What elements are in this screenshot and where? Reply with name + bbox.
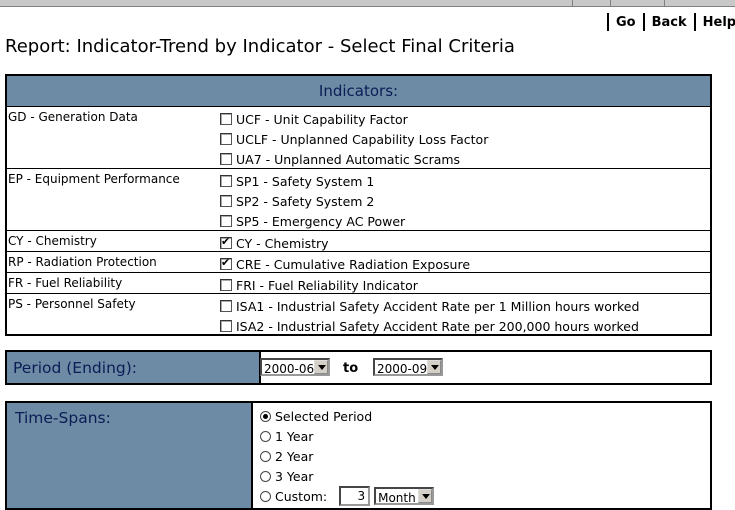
custom-unit-select[interactable]: Month <box>374 487 435 505</box>
option-label: UA7 - Unplanned Automatic Scrams <box>236 151 461 167</box>
top-bar-divider <box>664 0 665 6</box>
indicator-group-gd: GD - Generation Data UCF - Unit Capabili… <box>7 107 710 169</box>
period-to-select[interactable]: 2000-09 <box>373 358 443 376</box>
chevron-down-icon[interactable] <box>314 360 328 374</box>
checkbox[interactable] <box>220 320 232 332</box>
help-link[interactable]: Help <box>702 14 735 30</box>
radio[interactable] <box>260 490 271 502</box>
chevron-down-icon[interactable] <box>418 489 433 503</box>
option-label: CY - Chemistry <box>236 235 329 251</box>
period-label: Period (Ending): <box>7 352 261 383</box>
timespan-option-selected-period[interactable]: Selected Period <box>260 406 434 426</box>
option-label: SP2 - Safety System 2 <box>236 193 375 209</box>
indicator-option-uclf[interactable]: UCLF - Unplanned Capability Loss Factor <box>220 129 488 149</box>
indicators-table: Indicators: GD - Generation Data UCF - U… <box>5 74 712 336</box>
category-label: CY - Chemistry <box>8 234 97 248</box>
timespan-option-3-year[interactable]: 3 Year <box>260 466 434 486</box>
option-label: UCF - Unit Capability Factor <box>236 111 408 127</box>
category-label: RP - Radiation Protection <box>8 255 157 269</box>
indicator-option-isa1[interactable]: ISA1 - Industrial Safety Accident Rate p… <box>220 296 639 316</box>
nav-links: Go Back Help <box>600 13 735 33</box>
radio[interactable] <box>260 430 271 442</box>
category-label: EP - Equipment Performance <box>8 172 180 186</box>
indicator-option-sp1[interactable]: SP1 - Safety System 1 <box>220 171 405 191</box>
option-label: ISA2 - Industrial Safety Accident Rate p… <box>236 318 639 334</box>
nav-separator <box>642 13 645 31</box>
nav-separator <box>693 13 696 31</box>
radio[interactable] <box>260 450 271 462</box>
option-label: ISA1 - Industrial Safety Accident Rate p… <box>236 298 640 314</box>
option-label: SP5 - Emergency AC Power <box>236 213 406 229</box>
indicator-option-cre[interactable]: CRE - Cumulative Radiation Exposure <box>220 254 470 274</box>
period-from-select[interactable]: 2000-06 <box>260 358 330 376</box>
indicator-group-ep: EP - Equipment Performance SP1 - Safety … <box>7 169 710 231</box>
option-label: UCLF - Unplanned Capability Loss Factor <box>236 131 489 147</box>
period-to-value: 2000-09 <box>377 362 428 376</box>
chevron-down-icon[interactable] <box>427 360 441 374</box>
custom-unit-value: Month <box>378 491 416 505</box>
checkbox[interactable] <box>220 279 232 291</box>
radio-label: 1 Year <box>275 428 314 444</box>
timespan-option-2-year[interactable]: 2 Year <box>260 446 434 466</box>
indicator-group-rp: RP - Radiation Protection CRE - Cumulati… <box>7 252 710 273</box>
indicator-option-ucf[interactable]: UCF - Unit Capability Factor <box>220 109 488 129</box>
radio-label: Custom: <box>275 488 328 504</box>
option-label: SP1 - Safety System 1 <box>236 173 375 189</box>
custom-span-input[interactable]: 3 <box>339 486 371 506</box>
indicator-option-ua7[interactable]: UA7 - Unplanned Automatic Scrams <box>220 149 488 169</box>
top-bar-divider <box>572 0 573 6</box>
time-spans-label: Time-Spans: <box>7 403 253 508</box>
timespan-option-custom[interactable]: Custom: 3 Month <box>260 486 435 506</box>
indicator-group-cy: CY - Chemistry CY - Chemistry <box>7 231 710 252</box>
radio[interactable] <box>260 470 271 482</box>
radio-label: 2 Year <box>275 448 314 464</box>
radio-selected[interactable] <box>260 410 271 422</box>
top-bar-divider <box>610 0 611 6</box>
indicator-option-fri[interactable]: FRI - Fuel Reliability Indicator <box>220 275 418 295</box>
page-title: Report: Indicator-Trend by Indicator - S… <box>5 36 515 57</box>
checkbox[interactable] <box>220 195 232 207</box>
radio-label: 3 Year <box>275 468 314 484</box>
indicator-group-ps: PS - Personnel Safety ISA1 - Industrial … <box>7 294 710 336</box>
checkbox-checked[interactable] <box>220 256 232 270</box>
indicator-option-sp5[interactable]: SP5 - Emergency AC Power <box>220 211 405 231</box>
checkbox[interactable] <box>220 133 232 145</box>
checkbox[interactable] <box>220 153 232 165</box>
radio-label: Selected Period <box>275 408 373 424</box>
go-link[interactable]: Go <box>616 14 636 30</box>
back-link[interactable]: Back <box>651 14 687 30</box>
checkbox[interactable] <box>220 215 232 227</box>
nav-separator <box>607 13 609 31</box>
indicator-option-isa2[interactable]: ISA2 - Industrial Safety Accident Rate p… <box>220 316 639 336</box>
indicator-option-cy[interactable]: CY - Chemistry <box>220 233 329 253</box>
option-label: FRI - Fuel Reliability Indicator <box>236 277 418 293</box>
category-label: PS - Personnel Safety <box>8 297 136 311</box>
period-to-label: to <box>343 361 359 376</box>
window-top-bar <box>0 0 735 7</box>
indicator-group-fr: FR - Fuel Reliability FRI - Fuel Reliabi… <box>7 273 710 294</box>
checkbox[interactable] <box>220 113 232 125</box>
indicator-option-sp2[interactable]: SP2 - Safety System 2 <box>220 191 405 211</box>
checkbox[interactable] <box>220 175 232 187</box>
period-section: Period (Ending): 2000-06 to 2000-09 <box>5 350 712 385</box>
option-label: CRE - Cumulative Radiation Exposure <box>236 256 471 272</box>
category-label: GD - Generation Data <box>8 110 138 124</box>
checkbox[interactable] <box>220 300 232 312</box>
category-label: FR - Fuel Reliability <box>8 276 123 290</box>
timespan-option-1-year[interactable]: 1 Year <box>260 426 434 446</box>
time-spans-section: Time-Spans: Selected Period 1 Year 2 Yea… <box>5 401 712 510</box>
checkbox-checked[interactable] <box>220 235 232 249</box>
period-from-value: 2000-06 <box>264 362 315 376</box>
indicators-header: Indicators: <box>7 76 710 107</box>
